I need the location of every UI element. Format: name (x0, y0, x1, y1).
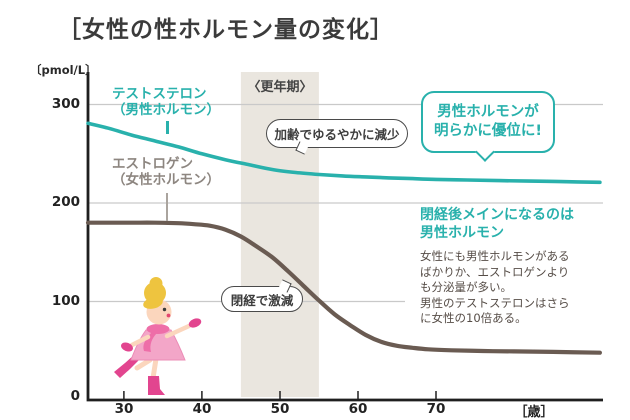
x-tick-label-40: 40 (192, 401, 212, 417)
y-axis-unit-label: 〔pmol/L〕 (30, 63, 97, 77)
note-body-line: ばかりか、エストロゲンより (420, 264, 570, 279)
note-heading-line1: 閉経後メインになるのは (420, 207, 574, 223)
x-axis-unit-label: ［歳］ (514, 405, 554, 420)
estrogen-pointer-line (166, 193, 168, 221)
note-body-line: 男性のテストステロンはさら (420, 295, 570, 310)
bubble-sharp-drop-text: 閉経で激減 (230, 292, 294, 308)
note-body: 女性にも男性ホルモンがある ばかりか、エストロゲンより も分泌量が多い。 男性の… (420, 249, 570, 327)
note-body-line: 女性にも男性ホルモンがある (420, 249, 570, 263)
menopause-band-label: 〈更年期〉 (247, 80, 313, 95)
x-tick-label-60: 60 (348, 401, 368, 417)
x-tick-label-70: 70 (426, 401, 446, 417)
y-tick-label-200: 200 (51, 194, 80, 210)
bubble-gradual-decline-text: 加齢でゆるやかに減少 (274, 127, 400, 142)
bubble-gradual-decline: 加齢でゆるやかに減少 (266, 119, 408, 155)
y-tick-label-300: 300 (51, 96, 80, 112)
series-label-estrogen: エストロゲン （女性ホルモン） (112, 156, 220, 188)
testosterone-pointer-line (166, 121, 169, 134)
page-title: ［女性の性ホルモン量の変化］ (58, 17, 394, 43)
y-tick-label-0: 0 (70, 388, 80, 404)
note-heading-line2: 男性ホルモン (420, 225, 504, 241)
bubble-male-dominant-line1: 男性ホルモンが (437, 104, 539, 120)
series-label-estrogen-line1: エストロゲン (112, 156, 193, 172)
x-tick-label-30: 30 (114, 401, 134, 417)
bubble-male-dominant: 男性ホルモンが 明らかに優位に! (421, 91, 555, 162)
x-tick-label-50: 50 (270, 401, 290, 417)
series-label-testosterone-line1: テストステロン (112, 86, 207, 102)
bubble-male-dominant-line2: 明らかに優位に! (433, 123, 543, 139)
bubble-sharp-drop: 閉経で激減 (221, 279, 303, 312)
series-label-testosterone-line2: （男性ホルモン） (112, 102, 220, 118)
note-heading: 閉経後メインになるのは 男性ホルモン (420, 206, 574, 242)
note-body-line: に女性の10倍ある。 (420, 311, 527, 325)
note-body-line: も分泌量が多い。 (420, 280, 512, 294)
series-label-testosterone: テストステロン （男性ホルモン） (112, 86, 220, 118)
series-label-estrogen-line2: （女性ホルモン） (112, 172, 220, 188)
y-tick-label-100: 100 (51, 293, 80, 309)
